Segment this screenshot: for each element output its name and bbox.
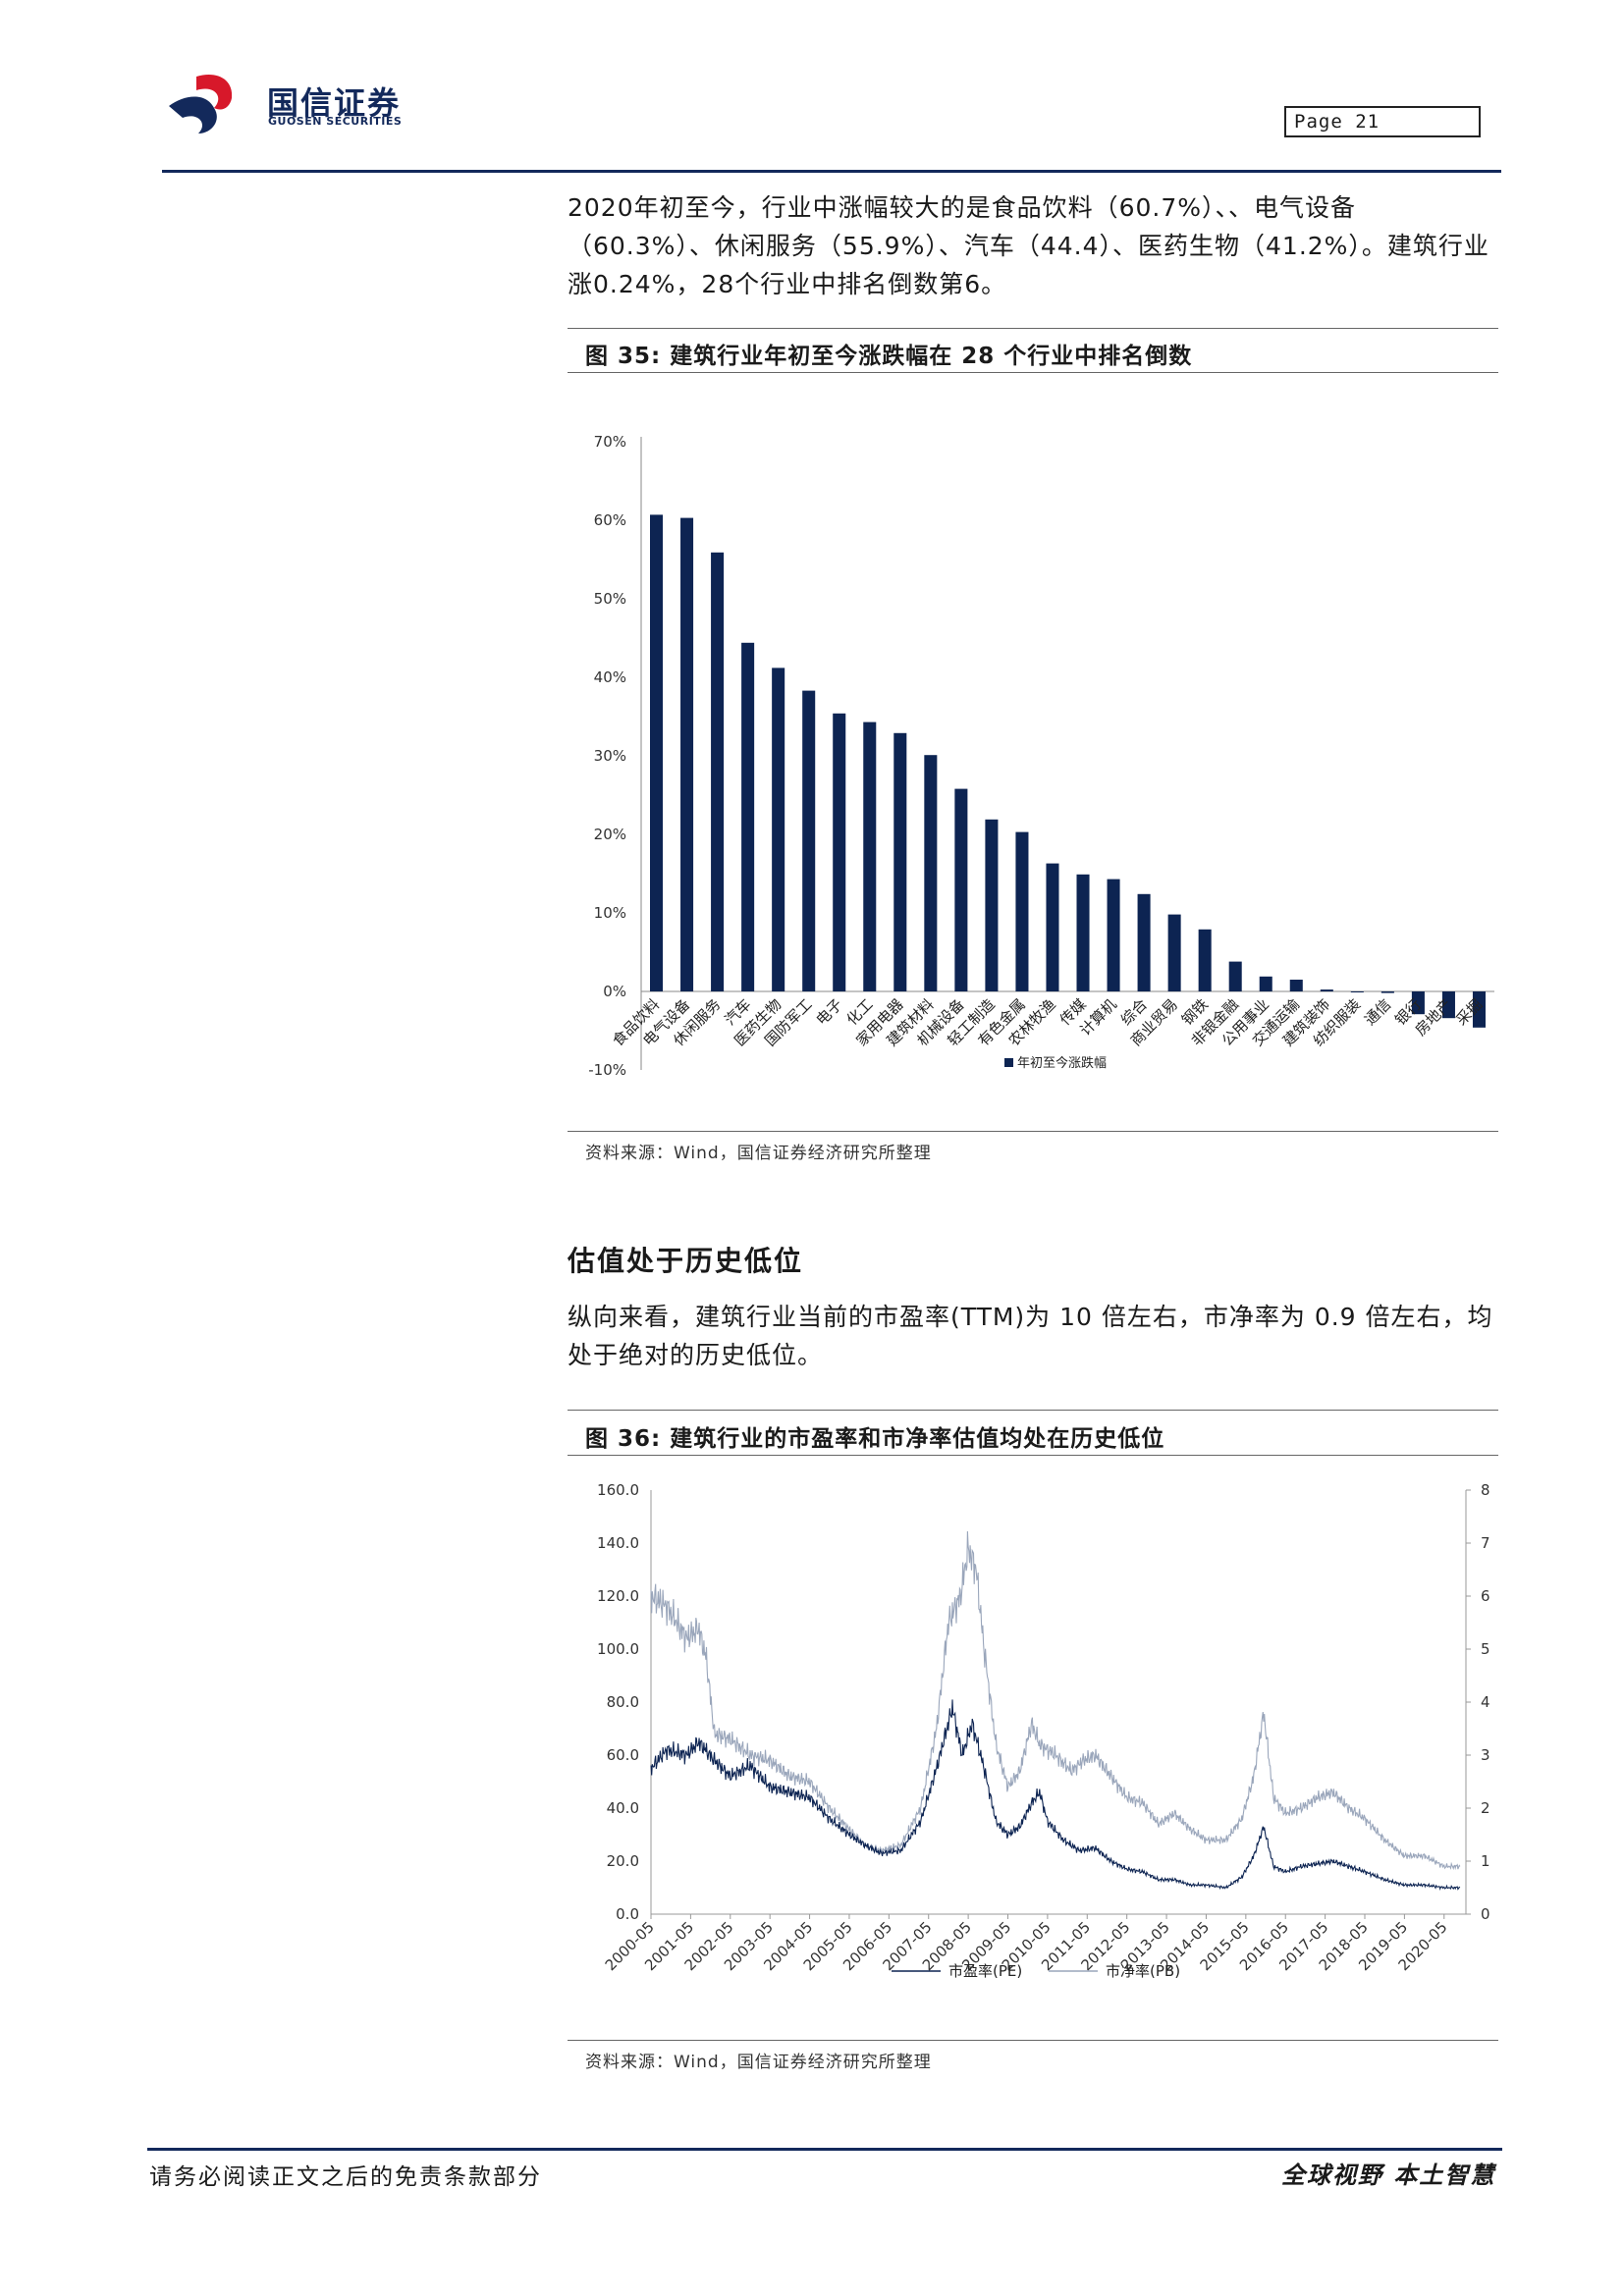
- bar-采掘: [1472, 991, 1486, 1028]
- bar-钢铁: [1198, 929, 1212, 991]
- line-left-tick-label: 40.0: [607, 1799, 639, 1817]
- bar-纺织服装: [1350, 991, 1364, 992]
- bar-y-tick-label: 0%: [603, 983, 626, 1000]
- logo-mark-red: [196, 75, 233, 110]
- header-rule: [162, 170, 1501, 173]
- line-right-tick-label: 6: [1481, 1587, 1490, 1605]
- line-right-tick-label: 5: [1481, 1640, 1490, 1658]
- figure36-source: 资料来源：Wind，国信证券经济研究所整理: [585, 2053, 932, 2072]
- bar-传媒: [1076, 874, 1090, 991]
- bar-y-tick-label: 70%: [594, 433, 626, 451]
- logo-mark-navy: [169, 96, 217, 133]
- line-left-tick-label: 140.0: [597, 1534, 639, 1552]
- line-right-tick-label: 8: [1481, 1481, 1490, 1499]
- line-right-tick-label: 1: [1481, 1852, 1490, 1870]
- figure35-source: 资料来源：Wind，国信证券经济研究所整理: [585, 1144, 932, 1163]
- bar-机械设备: [954, 788, 968, 991]
- bar-计算机: [1107, 879, 1120, 991]
- bar-电气设备: [680, 517, 694, 991]
- line-left-tick-label: 0.0: [616, 1905, 639, 1923]
- bar-legend-swatch: [1004, 1058, 1013, 1067]
- bar-轻工制造: [985, 819, 999, 991]
- bar-y-tick-label: -10%: [588, 1061, 626, 1079]
- figure35-caption-rule: [568, 372, 1498, 373]
- bar-休闲服务: [711, 552, 725, 991]
- footer-slogan: 全球视野 本土智慧: [1281, 2162, 1496, 2189]
- bar-银行: [1411, 991, 1425, 1015]
- line-left-tick-label: 160.0: [597, 1481, 639, 1499]
- figure36-bottom-rule: [568, 2040, 1498, 2041]
- bar-交通运输: [1289, 980, 1303, 991]
- bar-y-tick-label: 20%: [594, 826, 626, 843]
- line-right-tick-label: 3: [1481, 1746, 1490, 1764]
- page-number-box: Page 21: [1284, 106, 1481, 137]
- bar-国防军工: [802, 690, 816, 991]
- figure36-caption-rule: [568, 1455, 1498, 1456]
- series-line-pe: [650, 1699, 1461, 1892]
- bar-农林牧渔: [1046, 863, 1059, 991]
- line-right-tick-label: 2: [1481, 1799, 1490, 1817]
- figure35-bottom-rule: [568, 1131, 1498, 1132]
- line-left-tick-label: 20.0: [607, 1852, 639, 1870]
- figure36-line-chart: 160.0 140.0 120.0 100.0 80.0 60.0 40.0 20.0 0.0 8…: [597, 1481, 1490, 1980]
- line-left-tick-label: 120.0: [597, 1587, 639, 1605]
- bar-食品饮料: [650, 514, 664, 991]
- line-left-tick-label: 100.0: [597, 1640, 639, 1658]
- line-right-tick-label: 0: [1481, 1905, 1490, 1923]
- figure35-caption: 图 35: 建筑行业年初至今涨跌幅在 28 个行业中排名倒数: [585, 344, 1193, 369]
- series-line-pb: [650, 1530, 1461, 1871]
- bar-建筑材料: [924, 755, 938, 991]
- bar-非银金融: [1228, 961, 1242, 991]
- bar-商业贸易: [1167, 914, 1181, 991]
- line-right-tick-label: 4: [1481, 1693, 1490, 1711]
- figure35-bar-chart: 70%60%50%40%30%20%10%0%-10% 食品饮料电气设备休闲服务…: [588, 433, 1494, 1079]
- bar-y-tick-label: 10%: [594, 904, 626, 922]
- bar-y-tick-label: 40%: [594, 668, 626, 686]
- bar-综合: [1137, 893, 1151, 991]
- paragraph-valuation: 纵向来看，建筑行业当前的市盈率(TTM)为 10 倍左右，市净率为 0.9 倍左…: [568, 1303, 1493, 1369]
- brand-name-en: GUOSEN SECURITIES: [268, 115, 403, 128]
- bar-汽车: [741, 642, 755, 991]
- bar-化工: [863, 721, 877, 991]
- bar-房地产: [1441, 991, 1455, 1019]
- bar-y-tick-label: 50%: [594, 590, 626, 608]
- bar-家用电器: [893, 732, 907, 991]
- figure36-caption: 图 36: 建筑行业的市盈率和市净率估值均处在历史低位: [585, 1426, 1165, 1452]
- bar-医药生物: [772, 667, 785, 991]
- bar-有色金属: [1015, 831, 1029, 991]
- figure35-top-rule: [568, 328, 1498, 329]
- line-right-tick-label: 7: [1481, 1534, 1490, 1552]
- footer-disclaimer: 请务必阅读正文之后的免责条款部分: [149, 2164, 542, 2190]
- bar-category-label: 通信: [1361, 995, 1394, 1029]
- section-heading: 估值处于历史低位: [568, 1245, 804, 1277]
- bar-通信: [1380, 991, 1394, 993]
- bar-电子: [833, 713, 846, 991]
- bar-y-tick-label: 60%: [594, 511, 626, 529]
- line-left-tick-label: 60.0: [607, 1746, 639, 1764]
- line-legend-label: 市盈率(PE): [948, 1962, 1022, 1980]
- brand-name-cn: 国信证券: [267, 84, 402, 122]
- bar-y-tick-label: 30%: [594, 747, 626, 765]
- bar-公用事业: [1259, 976, 1272, 991]
- footer-rule: [147, 2148, 1502, 2151]
- guosen-logo: [169, 75, 233, 133]
- bar-legend-label: 年初至今涨跌幅: [1017, 1055, 1107, 1071]
- bar-建筑装饰: [1320, 989, 1333, 991]
- bar-category-label: 电子: [813, 995, 846, 1029]
- line-left-tick-label: 80.0: [607, 1693, 639, 1711]
- paragraph-industry-returns: 2020年初至今，行业中涨幅较大的是食品饮料（60.7%）、、电气设备（60.3…: [568, 193, 1489, 298]
- line-legend-label: 市净率(PB): [1106, 1962, 1180, 1980]
- figure36-top-rule: [568, 1410, 1498, 1411]
